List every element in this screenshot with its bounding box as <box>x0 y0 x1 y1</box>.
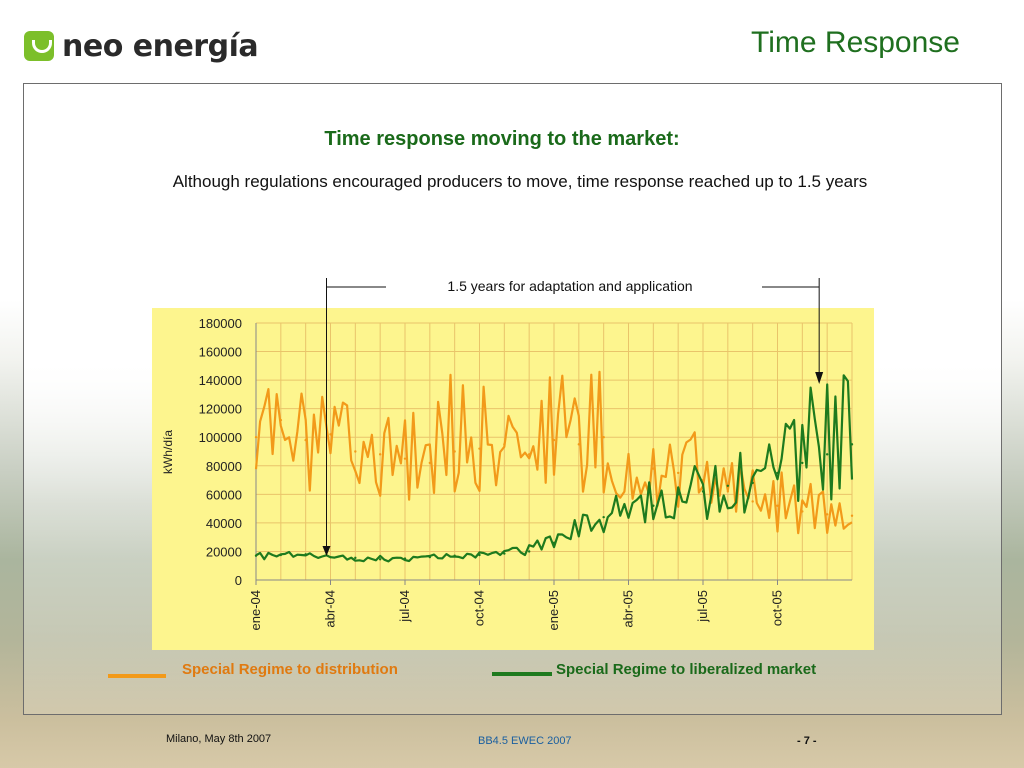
data-point <box>304 553 307 556</box>
x-tick-label: oct-04 <box>472 590 487 626</box>
x-tick-label: jul-04 <box>397 590 412 623</box>
data-point <box>801 510 804 513</box>
data-point <box>552 438 556 442</box>
footer-event: BB4.5 EWEC 2007 <box>478 735 572 747</box>
page-title: Time Response <box>751 26 960 59</box>
x-tick-label: ene-05 <box>546 590 561 630</box>
data-point <box>602 436 605 439</box>
data-point <box>403 457 407 460</box>
y-tick-label: 180000 <box>199 316 242 331</box>
y-axis-title: kWh/día <box>161 430 175 474</box>
x-tick-label: oct-05 <box>770 590 785 626</box>
legend-liberalized-swatch <box>492 672 552 676</box>
data-point <box>676 471 680 475</box>
footer-location-date: Milano, May 8th 2007 <box>166 733 272 745</box>
data-point <box>701 490 705 493</box>
data-point <box>503 552 506 555</box>
data-point <box>453 450 456 453</box>
data-point <box>279 418 283 422</box>
content-frame <box>23 83 1002 715</box>
data-point <box>354 450 357 453</box>
data-point <box>254 554 258 557</box>
data-point <box>577 533 581 536</box>
x-tick-label: abr-04 <box>323 590 338 628</box>
data-point <box>527 453 531 456</box>
footer-page-number: - 7 - <box>797 735 817 747</box>
x-tick-label: abr-05 <box>621 590 636 628</box>
data-point <box>825 453 829 456</box>
data-point <box>776 504 779 507</box>
series-distribution-line <box>254 370 853 535</box>
data-point <box>378 453 382 456</box>
series-liberalized-line <box>255 374 854 563</box>
annotation-right-arrowhead <box>815 372 824 384</box>
x-tick-label: jul-05 <box>695 590 710 623</box>
data-point <box>602 515 605 519</box>
data-point <box>627 514 630 517</box>
y-tick-label: 80000 <box>206 459 242 474</box>
data-point <box>676 493 680 496</box>
data-point <box>751 500 754 503</box>
data-point <box>354 556 357 560</box>
data-point <box>552 541 556 545</box>
data-point <box>726 484 730 487</box>
data-point <box>279 553 283 557</box>
data-point <box>801 461 804 465</box>
data-point <box>652 504 655 507</box>
data-point <box>403 557 407 560</box>
data-point <box>329 433 332 436</box>
slide-heading: Time response moving to the market: <box>324 128 680 150</box>
data-point <box>304 438 307 442</box>
data-point <box>503 443 506 446</box>
data-point <box>726 490 730 493</box>
data-point <box>577 443 581 446</box>
data-point <box>478 553 481 557</box>
y-tick-label: 160000 <box>199 345 242 360</box>
data-point <box>627 457 630 460</box>
x-tick-label: ene-04 <box>248 590 263 630</box>
data-point <box>527 550 531 553</box>
brand-logo: neo energía <box>24 28 259 64</box>
data-point <box>825 513 829 516</box>
data-point <box>850 514 854 517</box>
slide-subheading: Although regulations encouraged producer… <box>172 172 868 191</box>
data-point <box>453 554 456 557</box>
legend-distribution-swatch <box>108 674 166 678</box>
data-point <box>428 555 432 559</box>
data-point <box>378 558 382 561</box>
y-tick-label: 0 <box>235 573 242 588</box>
y-tick-label: 40000 <box>206 516 242 531</box>
data-point <box>751 481 754 485</box>
smile-logo-icon <box>24 31 54 61</box>
y-tick-label: 20000 <box>206 544 242 559</box>
legend-distribution-label: Special Regime to distribution <box>182 661 398 678</box>
data-point <box>254 436 258 439</box>
data-point <box>850 443 854 446</box>
data-point <box>478 447 481 450</box>
y-tick-label: 120000 <box>199 402 242 417</box>
legend-liberalized-label: Special Regime to liberalized market <box>556 661 817 678</box>
data-point <box>329 555 332 559</box>
y-tick-label: 140000 <box>199 373 242 388</box>
y-tick-label: 60000 <box>206 487 242 502</box>
annotation-left-arrowhead <box>322 546 331 556</box>
data-point <box>776 471 779 475</box>
y-tick-label: 100000 <box>199 430 242 445</box>
brand-name: neo energía <box>62 28 259 64</box>
adaptation-annotation: 1.5 years for adaptation and application <box>447 278 693 294</box>
data-point <box>652 467 655 470</box>
data-point <box>428 461 432 465</box>
